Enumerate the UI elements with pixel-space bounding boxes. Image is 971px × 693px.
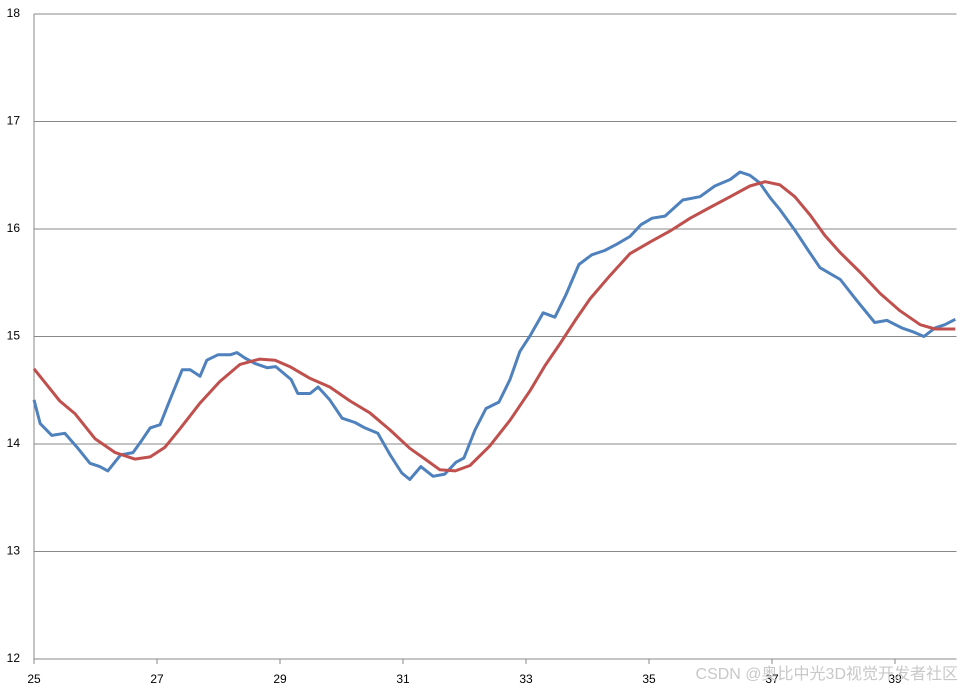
x-tick-label: 33 bbox=[519, 672, 533, 686]
x-tick-label: 25 bbox=[27, 672, 41, 686]
x-tick-label: 31 bbox=[396, 672, 410, 686]
y-tick-label: 12 bbox=[7, 651, 21, 665]
y-tick-label: 18 bbox=[7, 6, 21, 20]
series-line bbox=[32, 180, 956, 473]
y-tick-label: 17 bbox=[7, 114, 21, 128]
x-tick-label: 35 bbox=[642, 672, 656, 686]
y-tick-label: 15 bbox=[7, 329, 21, 343]
y-tick-label: 16 bbox=[7, 221, 21, 235]
series-line bbox=[32, 170, 956, 481]
y-tick-label: 14 bbox=[7, 436, 21, 450]
x-tick-label: 37 bbox=[765, 672, 779, 686]
x-tick-label: 27 bbox=[150, 672, 164, 686]
watermark: CSDN @奥比中光3D视觉开发者社区 bbox=[696, 665, 958, 683]
y-tick-label: 13 bbox=[7, 544, 21, 558]
x-tick-label: 29 bbox=[273, 672, 287, 686]
x-tick-label: 39 bbox=[888, 672, 902, 686]
